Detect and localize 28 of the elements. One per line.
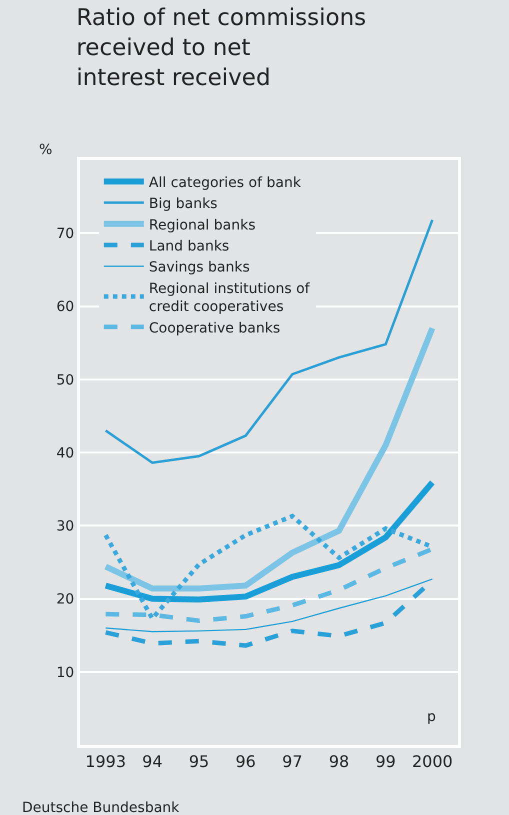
x-tick-label: 98 bbox=[328, 752, 350, 772]
legend-label: Savings banks bbox=[148, 260, 250, 276]
annotation: p bbox=[427, 709, 436, 725]
y-tick-label: 70 bbox=[56, 226, 74, 242]
y-tick-label: 10 bbox=[56, 664, 74, 681]
legend-label: Land banks bbox=[148, 238, 230, 255]
legend-label: Big banks bbox=[148, 196, 218, 212]
x-tick-label: 99 bbox=[375, 752, 396, 772]
y-tick-label: 30 bbox=[56, 518, 74, 535]
legend-label: Cooperative banks bbox=[148, 320, 280, 336]
x-tick-label: 95 bbox=[188, 752, 210, 772]
legend-label: Regional banks bbox=[148, 217, 256, 234]
x-tick-label: 2000 bbox=[412, 752, 453, 772]
legend-label: All categories of bank bbox=[148, 174, 302, 191]
text: Deutsche Bundesbank bbox=[22, 800, 180, 815]
x-tick-label: 96 bbox=[235, 752, 256, 772]
y-tick-label: 40 bbox=[56, 445, 74, 462]
x-tick-label: 97 bbox=[282, 752, 303, 772]
x-tick-label: 1993 bbox=[85, 752, 126, 772]
y-axis-title: % bbox=[39, 142, 52, 158]
y-tick-label: 20 bbox=[56, 592, 74, 608]
x-tick-label: 94 bbox=[142, 752, 163, 772]
line-series bbox=[104, 218, 434, 464]
y-tick-label: 50 bbox=[56, 372, 74, 388]
line-series bbox=[105, 578, 433, 632]
y-tick-label: 60 bbox=[56, 299, 74, 316]
legend-label: Regional institutions of credit cooperatives bbox=[148, 280, 311, 316]
chart-title: Ratio of net commissions received to net interest received bbox=[76, 5, 366, 91]
